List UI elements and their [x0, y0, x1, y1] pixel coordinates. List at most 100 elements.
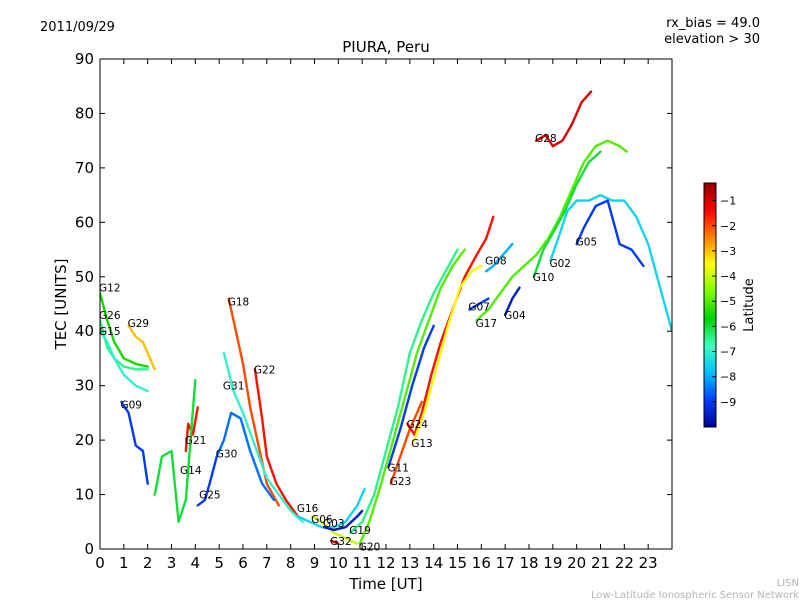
trace-g11 [387, 324, 435, 469]
x-tick-label: 20 [567, 554, 586, 572]
credit-lisn: LISN [777, 578, 799, 589]
satellite-label-g17: G17 [476, 318, 498, 330]
trace-g14 [153, 379, 197, 523]
y-tick-label: 50 [75, 268, 94, 286]
satellite-label-g23: G23 [390, 476, 412, 488]
x-tick-label: 21 [591, 554, 610, 572]
satellite-label-g18: G18 [228, 296, 250, 308]
satellite-label-g19: G19 [349, 525, 371, 537]
info-line-1: rx_bias = 49.0 [666, 16, 760, 31]
x-tick-label: 1 [119, 554, 129, 572]
satellite-labels: G12G26G15G29G09G18G22G31G21G30G14G25G16G… [99, 133, 597, 553]
chart-title: PIURA, Peru [342, 38, 429, 56]
trace-g07 [468, 297, 490, 311]
colorbar-tick-label: −4 [720, 270, 736, 283]
x-tick-label: 17 [496, 554, 515, 572]
x-tick-label: 12 [376, 554, 395, 572]
x-tick-label: 19 [543, 554, 562, 572]
satellite-label-g09: G09 [120, 400, 142, 412]
series-layer [100, 90, 672, 545]
trace-g23 [389, 400, 423, 485]
x-tick-label: 5 [214, 554, 224, 572]
trace-g18 [227, 297, 280, 507]
trace-g13 [411, 264, 483, 447]
x-tick-label: 13 [400, 554, 419, 572]
x-tick-label: 0 [95, 554, 105, 572]
trace-g20 [358, 248, 466, 545]
satellite-label-g06: G06 [311, 514, 333, 526]
colorbar-ticks: −1 −2 −3 −4 −5 −6 −7 −8 −9 [712, 195, 736, 409]
colorbar-tick-label: −5 [720, 295, 736, 308]
trace-g30 [215, 411, 276, 502]
satellite-label-g30: G30 [216, 449, 238, 461]
satellite-label-g31: G31 [223, 381, 245, 393]
colorbar [703, 182, 717, 428]
y-tick-label: 80 [75, 104, 94, 122]
trace-g04 [504, 286, 521, 317]
trace-g25 [196, 455, 218, 507]
trace-g16 [296, 487, 366, 529]
satellite-label-g28: G28 [535, 133, 557, 145]
trace-g15 [100, 330, 149, 393]
y-tick-label: 60 [75, 213, 94, 231]
satellite-label-g02: G02 [549, 258, 571, 270]
y-axis-label: TEC [UNITS] [52, 259, 70, 351]
satellite-label-g22: G22 [254, 364, 276, 376]
colorbar-label: Latitude [742, 278, 757, 332]
trace-g26 [100, 319, 149, 371]
x-axis-label: Time [UT] [348, 575, 422, 593]
satellite-label-g32: G32 [330, 536, 352, 548]
x-tick-label: 2 [143, 554, 153, 572]
satellite-label-g04: G04 [504, 310, 526, 322]
x-tick-label: 18 [519, 554, 538, 572]
trace-g31 [222, 351, 304, 523]
info-line-2: elevation > 30 [664, 32, 760, 47]
satellite-label-g24: G24 [406, 419, 428, 431]
date-label: 2011/09/29 [40, 20, 115, 35]
satellite-label-g08: G08 [485, 255, 507, 267]
y-tick-label: 70 [75, 159, 94, 177]
satellite-label-g13: G13 [411, 438, 433, 450]
satellite-label-g21: G21 [185, 435, 207, 447]
x-tick-label: 7 [262, 554, 272, 572]
y-tick-label: 0 [84, 540, 94, 558]
satellite-label-g15: G15 [99, 326, 121, 338]
x-tick-label: 9 [310, 554, 320, 572]
satellite-label-g10: G10 [533, 272, 555, 284]
x-tick-label: 11 [353, 554, 372, 572]
satellite-label-g11: G11 [387, 462, 409, 474]
trace-g17 [475, 139, 628, 322]
x-tick-label: 10 [329, 554, 348, 572]
x-tick-label: 6 [238, 554, 248, 572]
x-tick-label: 14 [424, 554, 443, 572]
trace-g22 [253, 368, 299, 518]
satellite-label-g16: G16 [297, 503, 319, 515]
y-tick-label: 30 [75, 377, 94, 395]
y-tick-label: 10 [75, 486, 94, 504]
trace-g29 [127, 324, 156, 371]
y-tick-label: 20 [75, 431, 94, 449]
satellite-label-g26: G26 [99, 310, 121, 322]
trace-g10 [532, 150, 602, 278]
trace-g24 [406, 215, 495, 436]
satellite-label-g29: G29 [128, 318, 150, 330]
colorbar-tick-label: −7 [720, 346, 736, 359]
satellite-label-g07: G07 [468, 302, 490, 314]
trace-g08 [484, 242, 514, 273]
credit-network: Low-Latitude Ionospheric Sensor Network [591, 590, 799, 600]
y-tick-label: 90 [75, 50, 94, 68]
colorbar-tick-label: −9 [720, 396, 736, 409]
trace-g19 [349, 248, 459, 534]
y-tick-label: 40 [75, 322, 94, 340]
trace-g09 [120, 400, 149, 485]
satellite-label-g12: G12 [99, 283, 121, 295]
colorbar-tick-label: −6 [720, 320, 736, 333]
x-tick-label: 22 [615, 554, 634, 572]
colorbar-tick-label: −2 [720, 220, 736, 233]
x-tick-label: 3 [167, 554, 177, 572]
satellite-label-g03: G03 [323, 518, 345, 530]
x-tick-label: 4 [191, 554, 201, 572]
x-tick-label: 8 [286, 554, 296, 572]
x-ticks: 0 1 2 3 4 5 6 7 8 9 10 11 12 13 14 15 16 17 18 19 20 21 22 23 [95, 59, 658, 572]
